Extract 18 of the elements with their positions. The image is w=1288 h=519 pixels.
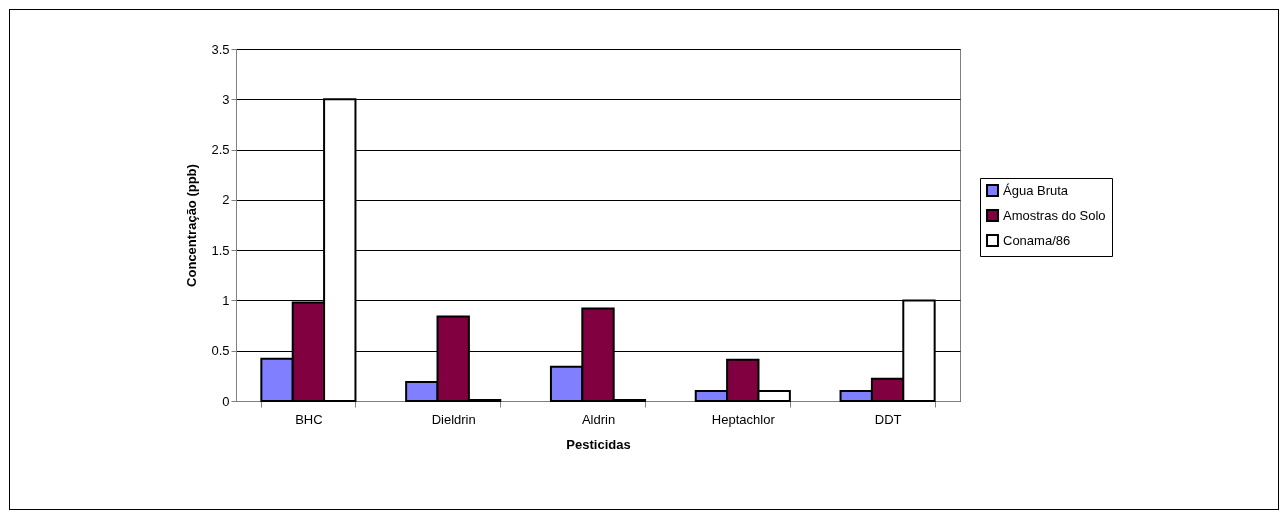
x-tick-label: Heptachlor [711,411,776,427]
x-axis-title: Pesticidas [566,436,631,452]
legend-label: Amostras do Solo [1003,207,1106,223]
x-tick-label: BHC [295,411,323,427]
x-tick-label: Aldrin [581,411,616,427]
y-tick-label: 3.5 [211,41,230,57]
y-tick-label: 2 [222,192,230,208]
y-tick-label: 2.5 [211,142,230,158]
legend-label: Conama/86 [1003,232,1071,248]
x-tick-label: Dieldrin [431,411,476,427]
y-axis-title: Concentração (ppb) [184,164,200,287]
y-tick-label: 0 [222,393,230,409]
y-tick-label: 3 [222,91,230,107]
y-tick-label: 1.5 [211,242,230,258]
x-tick-label: DDT [874,411,902,427]
legend-label: Água Bruta [1003,182,1069,198]
y-tick-label: 1 [222,292,230,308]
y-tick-label: 0.5 [211,343,230,359]
